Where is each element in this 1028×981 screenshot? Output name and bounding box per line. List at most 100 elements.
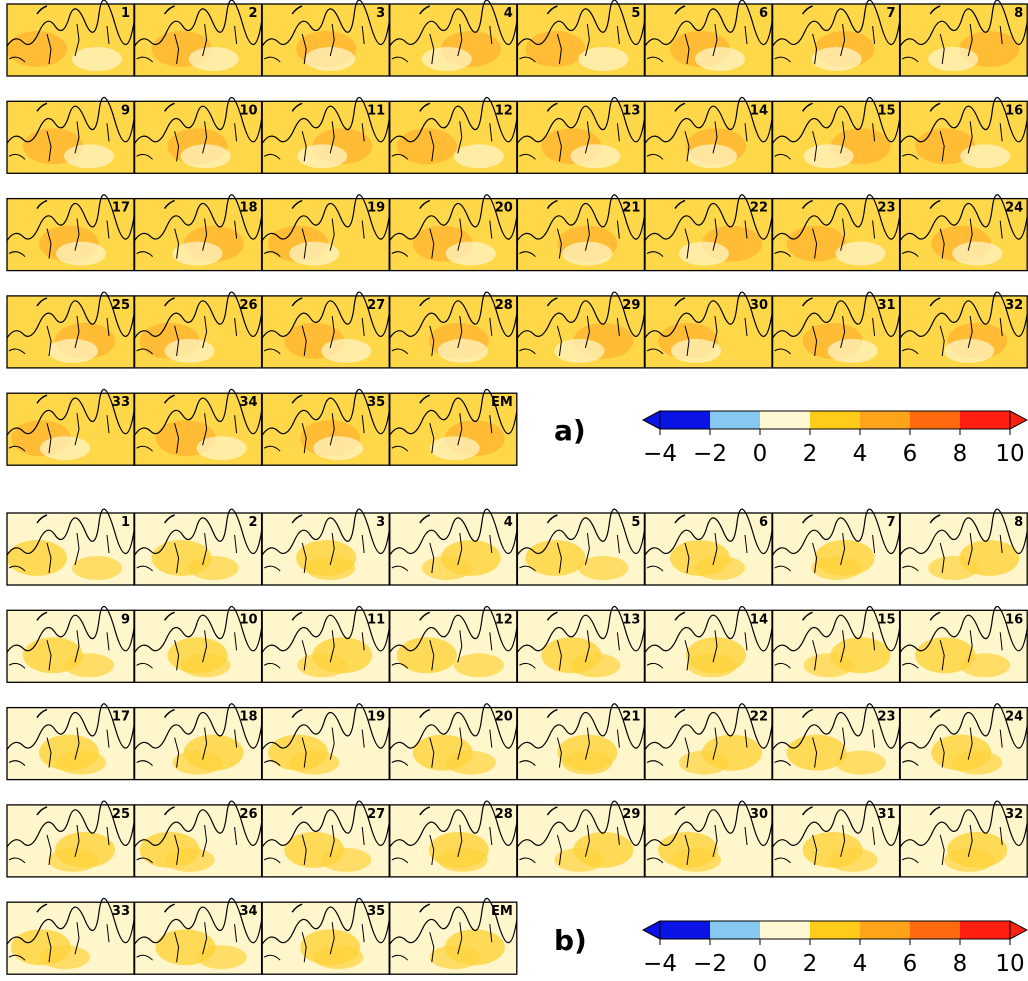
- colorbar-tick-label: −4: [643, 441, 677, 467]
- panel-label: 35: [367, 904, 385, 919]
- colorbar-tick-label: 8: [953, 951, 968, 977]
- map-panel: 3: [262, 0, 389, 76]
- map-region: [812, 47, 862, 71]
- map-panel: 9: [7, 606, 134, 682]
- map-panel: 11: [262, 97, 389, 173]
- panel-label: 20: [495, 201, 513, 216]
- colorbar-segment: [860, 921, 910, 939]
- panel-label: 11: [367, 103, 385, 118]
- map-region: [173, 751, 223, 775]
- map-panel: 12: [390, 97, 517, 173]
- map-panel: 8: [900, 0, 1027, 76]
- map-region: [56, 751, 106, 775]
- map-panel: EM: [390, 389, 517, 465]
- map-panel: 13: [517, 97, 644, 173]
- map-region: [430, 436, 480, 460]
- panel-label: 13: [622, 103, 640, 118]
- map-panel: 19: [262, 195, 389, 271]
- map-region: [430, 945, 480, 969]
- map-panel: 16: [900, 97, 1027, 173]
- map-panel: 17: [7, 704, 134, 780]
- panel-label: 34: [240, 904, 258, 919]
- panel-label: 9: [121, 103, 130, 118]
- colorbar-extend: [643, 411, 660, 429]
- map-region: [836, 751, 886, 775]
- map-region: [812, 556, 862, 580]
- map-region: [64, 144, 114, 168]
- map-panel: 6: [645, 509, 772, 585]
- colorbar-tick-label: 2: [803, 441, 818, 467]
- panel-label: 7: [887, 515, 896, 530]
- map-region: [679, 751, 729, 775]
- map-panel: 33: [7, 389, 134, 465]
- colorbar-tick-label: 2: [803, 951, 818, 977]
- colorbar-segment: [810, 411, 860, 429]
- panel-label: 1: [121, 6, 130, 21]
- panel-label: 23: [878, 201, 896, 216]
- panel-label: 21: [622, 710, 640, 725]
- map-region: [397, 637, 457, 673]
- map-region: [554, 339, 604, 363]
- map-region: [554, 848, 604, 872]
- map-panel: 3: [262, 509, 389, 585]
- map-region: [40, 945, 90, 969]
- panel-label: 6: [759, 515, 768, 530]
- panel-label: 11: [367, 612, 385, 627]
- map-region: [422, 47, 472, 71]
- panel-label: 15: [878, 103, 896, 118]
- map-panel: 15: [773, 606, 900, 682]
- panel-label: 13: [622, 612, 640, 627]
- panel-label: 2: [249, 515, 258, 530]
- colorbar-tick-label: 0: [753, 441, 768, 467]
- map-panel: 24: [900, 704, 1027, 780]
- panel-label: 3: [376, 6, 385, 21]
- colorbar-tick-label: −2: [693, 441, 727, 467]
- panel-label: 22: [750, 710, 768, 725]
- map-panel: 30: [645, 292, 772, 368]
- panel-label: 8: [1014, 6, 1023, 21]
- map-panel: 8: [900, 509, 1027, 585]
- panel-label: 12: [495, 612, 513, 627]
- map-panel: 22: [645, 195, 772, 271]
- map-region: [687, 144, 737, 168]
- figure-label: a): [554, 414, 586, 447]
- map-panel: 5: [517, 0, 644, 76]
- panel-label: 16: [1005, 103, 1023, 118]
- map-region: [671, 339, 721, 363]
- map-region: [960, 144, 1010, 168]
- map-panel: 32: [900, 801, 1027, 877]
- panel-label: 14: [750, 612, 768, 627]
- map-region: [570, 653, 620, 677]
- panel-label: 34: [240, 395, 258, 410]
- panel-label: 12: [495, 103, 513, 118]
- panel-label: 6: [759, 6, 768, 21]
- map-region: [48, 339, 98, 363]
- colorbar-tick-label: 6: [903, 441, 918, 467]
- colorbar-tick-label: 4: [853, 441, 868, 467]
- map-region: [578, 556, 628, 580]
- panel-label: 31: [878, 298, 896, 313]
- map-panel: 22: [645, 704, 772, 780]
- panel-label: 31: [878, 807, 896, 822]
- panel-label: 18: [240, 710, 258, 725]
- panel-label: 18: [240, 201, 258, 216]
- map-region: [181, 144, 231, 168]
- panel-label: 10: [240, 612, 258, 627]
- map-panel: 28: [390, 801, 517, 877]
- map-region: [422, 556, 472, 580]
- map-region: [181, 653, 231, 677]
- map-region: [695, 556, 745, 580]
- map-region: [313, 945, 363, 969]
- panel-label: 10: [240, 103, 258, 118]
- map-panel: 15: [773, 97, 900, 173]
- map-region: [578, 47, 628, 71]
- panel-label: 21: [622, 201, 640, 216]
- map-region: [562, 242, 612, 266]
- map-panel: 29: [517, 801, 644, 877]
- map-panel: 31: [773, 292, 900, 368]
- map-panel: 34: [135, 389, 262, 465]
- map-region: [189, 556, 239, 580]
- colorbar-segment: [860, 411, 910, 429]
- map-region: [804, 653, 854, 677]
- colorbar-segment: [760, 921, 810, 939]
